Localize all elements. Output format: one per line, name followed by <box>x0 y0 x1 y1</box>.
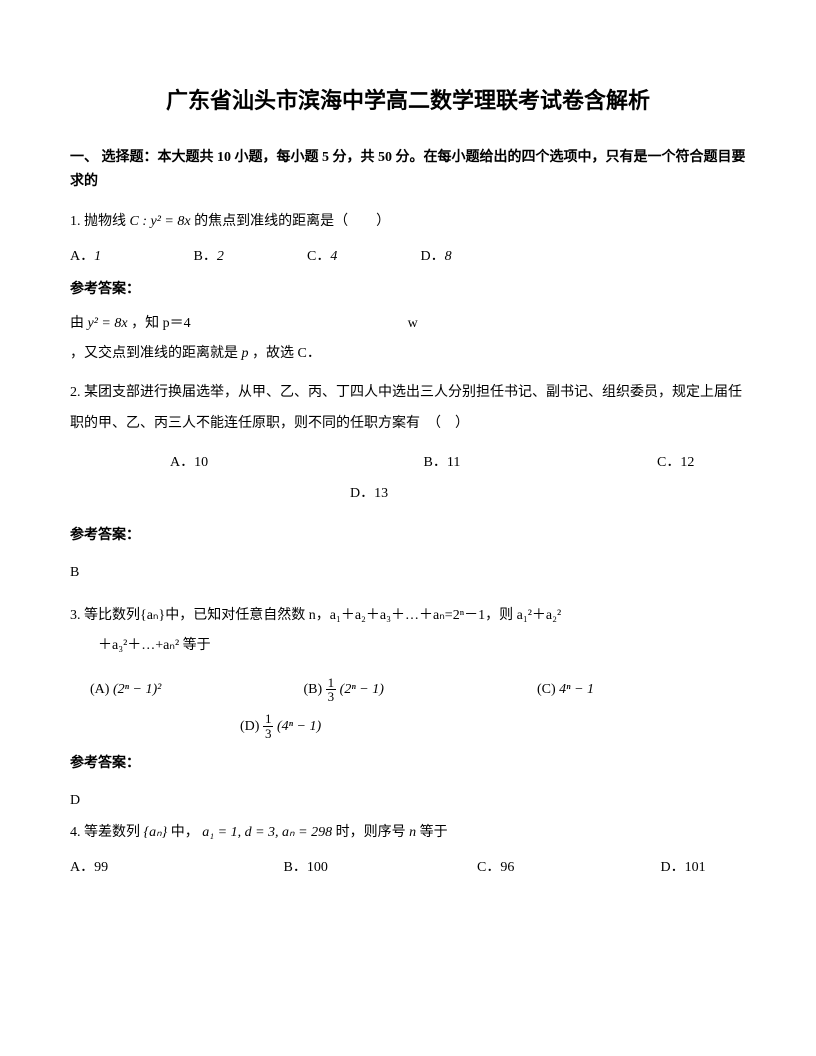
q1-suffix: 的焦点到准线的距离是（ ） <box>194 214 390 229</box>
page-title: 广东省汕头市滨海中学高二数学理联考试卷含解析 <box>70 80 746 122</box>
q2-answer-label: 参考答案： <box>70 523 746 550</box>
q1-prefix: 1. 抛物线 <box>70 214 126 229</box>
q3-optC-val: 4ⁿ − 1 <box>559 682 594 697</box>
section-1-header: 一、 选择题：本大题共 10 小题，每小题 5 分，共 50 分。在每小题给出的… <box>70 146 746 194</box>
q3-optA-label: (A) <box>90 682 109 697</box>
q4-prefix: 4. 等差数列 <box>70 825 140 840</box>
q3-optB-frac: 13 <box>326 676 337 704</box>
q4-suffix: 等于 <box>420 825 448 840</box>
q4-options: A．99 B．100 C．96 D．101 <box>70 855 746 882</box>
q3-optA-val: (2ⁿ − 1)² <box>113 682 161 697</box>
q3-optB-label: (B) <box>304 682 323 697</box>
q1-solution: 由 y² = 8x ，知 p＝4 w ，又交点到准线的距离就是 p ，故选 C． <box>70 309 746 368</box>
q1-sol-w: w <box>408 316 418 331</box>
q4-cond: a₁ = 1, d = 3, aₙ = 298 <box>202 825 332 840</box>
q4-optA: A．99 <box>70 855 280 882</box>
q1-sol2-p: p <box>242 346 249 361</box>
q3-optD-frac: 13 <box>263 712 274 740</box>
q3-optC-label: (C) <box>537 682 556 697</box>
q2-optB: B．11 <box>424 448 654 479</box>
q1-sol-formula: y² = 8x <box>88 316 128 331</box>
q4-mid1: 中， <box>171 825 199 840</box>
q3-optB-rest: (2ⁿ − 1) <box>340 682 384 697</box>
q3-line1: 3. 等比数列{aₙ}中，已知对任意自然数 n，a₁＋a₂＋a₃＋…＋aₙ=2ⁿ… <box>70 601 746 632</box>
q1-sol2-a: ，又交点到准线的距离就是 <box>70 346 238 361</box>
q4-optD: D．101 <box>661 855 706 882</box>
q3-answer: D <box>70 788 746 815</box>
q2-optA: A．10 <box>170 448 420 479</box>
question-2: 2. 某团支部进行换届选举，从甲、乙、丙、丁四人中选出三人分别担任书记、副书记、… <box>70 378 746 440</box>
q1-sol-a: 由 <box>70 316 84 331</box>
q4-nvar: n <box>409 825 416 840</box>
question-3: 3. 等比数列{aₙ}中，已知对任意自然数 n，a₁＋a₂＋a₃＋…＋aₙ=2ⁿ… <box>70 601 746 663</box>
q3-answer-label: 参考答案： <box>70 751 746 778</box>
q3-optD-rest: (4ⁿ − 1) <box>277 719 321 734</box>
q4-optB: B．100 <box>284 855 474 882</box>
q1-optD-label: D． <box>421 249 445 264</box>
q3-optD-label: (D) <box>240 719 259 734</box>
question-4: 4. 等差数列 {aₙ} 中， a₁ = 1, d = 3, aₙ = 298 … <box>70 818 746 849</box>
q2-options: A．10 B．11 C．12 D．13 <box>70 448 746 510</box>
q2-optD: D．13 <box>350 479 388 510</box>
q1-options: A．1 B．2 C．4 D．8 <box>70 244 746 271</box>
q4-optC: C．96 <box>477 855 657 882</box>
q1-optD-val: 8 <box>445 249 452 264</box>
q1-optB-val: 2 <box>217 249 224 264</box>
q1-sol-b: ，知 p＝4 <box>131 316 191 331</box>
q3-line2: ＋a₃²＋…+aₙ² 等于 <box>70 631 746 662</box>
q1-optA-label: A． <box>70 249 94 264</box>
q1-optA-val: 1 <box>94 249 101 264</box>
q1-answer-label: 参考答案： <box>70 277 746 304</box>
q3-options: (A) (2ⁿ − 1)² (B) 13 (2ⁿ − 1) (C) 4ⁿ − 1… <box>70 672 746 745</box>
q1-optC-label: C． <box>307 249 330 264</box>
q4-seq: {aₙ} <box>144 825 168 840</box>
q1-optC-val: 4 <box>330 249 337 264</box>
q1-formula: C : y² = 8x <box>130 214 191 229</box>
q1-optB-label: B． <box>194 249 217 264</box>
q4-mid2: 时，则序号 <box>336 825 406 840</box>
question-1: 1. 抛物线 C : y² = 8x 的焦点到准线的距离是（ ） <box>70 207 746 238</box>
q2-answer: B <box>70 560 746 587</box>
q2-optC: C．12 <box>657 448 694 479</box>
q1-sol2-b: ，故选 C． <box>252 346 321 361</box>
